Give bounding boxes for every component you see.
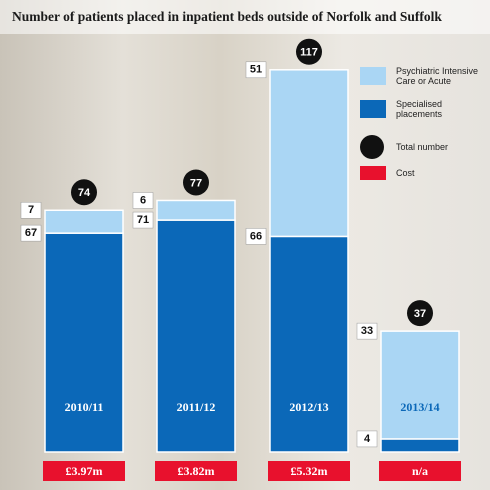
total-marker: [183, 169, 209, 196]
bar-segment: [380, 330, 460, 440]
legend-item: Psychiatric Intensive Care or Acute: [360, 66, 490, 86]
total-marker: [407, 300, 433, 327]
total-marker: [71, 179, 97, 206]
bar-segment: [269, 235, 349, 453]
bar-segment: [380, 438, 460, 453]
title-band: [0, 0, 490, 34]
segment-label-box: [356, 322, 378, 340]
bar-segment: [44, 232, 124, 453]
segment-label: 4: [364, 433, 371, 445]
total-label: 37: [414, 308, 426, 320]
segment-label: 7: [28, 204, 34, 216]
segment-label-box: [132, 211, 154, 229]
legend-label: Cost: [396, 168, 415, 178]
x-tick-label: 2010/11: [65, 400, 104, 414]
cost-box: [268, 461, 350, 481]
legend-label: Total number: [396, 142, 449, 152]
cost-label: £3.82m: [178, 464, 215, 478]
segment-label: 66: [250, 230, 262, 242]
legend-swatch: [360, 135, 384, 159]
bar-segment: [44, 209, 124, 234]
segment-label: 33: [361, 325, 373, 337]
legend-swatch: [360, 166, 386, 180]
legend-label: Psychiatric Intensive Care or Acute: [396, 66, 479, 86]
segment-label: 67: [25, 227, 37, 239]
x-tick-label: 2013/14: [400, 400, 439, 414]
total-marker: [296, 38, 322, 65]
legend-item: Specialised placements: [360, 99, 490, 119]
legend-swatch: [360, 100, 386, 118]
legend-label: Specialised placements: [396, 99, 443, 119]
total-label: 74: [78, 187, 91, 199]
segment-label-box: [20, 224, 42, 242]
cost-label: £3.97m: [66, 464, 103, 478]
legend-swatch: [360, 67, 386, 85]
x-tick-label: 2011/12: [177, 400, 216, 414]
legend-item: Cost: [360, 166, 415, 180]
segment-label-box: [245, 61, 267, 79]
cost-label: £5.32m: [291, 464, 328, 478]
legend-item: Total number: [360, 135, 448, 159]
chart-title: Number of patients placed in inpatient b…: [12, 9, 442, 24]
cost-box: [379, 461, 461, 481]
segment-label: 51: [250, 64, 262, 76]
segment-label: 71: [137, 214, 149, 226]
segment-label-box: [245, 228, 267, 245]
cost-label: n/a: [412, 464, 428, 478]
bar-segment: [269, 69, 349, 238]
total-label: 77: [190, 177, 202, 189]
cost-box: [155, 461, 237, 481]
bar-segment: [156, 199, 236, 221]
segment-label-box: [356, 430, 378, 448]
total-label: 117: [300, 47, 318, 59]
bar-segment: [156, 219, 236, 453]
segment-label-box: [132, 192, 154, 209]
segment-label-box: [20, 202, 42, 219]
cost-box: [43, 461, 125, 481]
x-tick-label: 2012/13: [289, 400, 328, 414]
segment-label: 6: [140, 194, 146, 206]
